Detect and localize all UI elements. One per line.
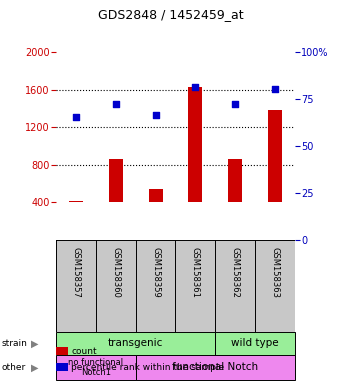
Bar — [136, 355, 295, 380]
Text: GSM158363: GSM158363 — [270, 247, 280, 298]
Point — [272, 86, 278, 92]
Text: count: count — [71, 348, 97, 356]
Bar — [109, 159, 123, 202]
Text: ▶: ▶ — [31, 339, 38, 349]
Text: other: other — [2, 363, 26, 372]
Text: functional Notch: functional Notch — [172, 362, 258, 372]
Bar — [69, 200, 83, 202]
Bar — [189, 87, 203, 202]
Text: transgenic: transgenic — [108, 339, 163, 349]
Bar — [228, 159, 242, 202]
Bar — [149, 189, 163, 202]
Text: GSM158362: GSM158362 — [231, 247, 240, 298]
Text: GSM158361: GSM158361 — [191, 247, 200, 298]
Text: no functional
Notch1: no functional Notch1 — [68, 358, 123, 377]
Text: ▶: ▶ — [31, 362, 38, 372]
Text: percentile rank within the sample: percentile rank within the sample — [71, 364, 224, 372]
Bar — [215, 332, 295, 355]
Text: GDS2848 / 1452459_at: GDS2848 / 1452459_at — [98, 8, 243, 21]
Bar — [56, 355, 136, 380]
Text: GSM158359: GSM158359 — [151, 247, 160, 298]
Point — [113, 101, 118, 107]
Text: GSM158360: GSM158360 — [111, 247, 120, 298]
Point — [193, 84, 198, 90]
Bar — [56, 332, 215, 355]
Point — [153, 112, 158, 118]
Bar — [268, 110, 282, 202]
Point — [73, 114, 79, 120]
Point — [233, 101, 238, 107]
Text: wild type: wild type — [231, 339, 279, 349]
Text: GSM158357: GSM158357 — [71, 247, 80, 298]
Text: strain: strain — [2, 339, 28, 348]
